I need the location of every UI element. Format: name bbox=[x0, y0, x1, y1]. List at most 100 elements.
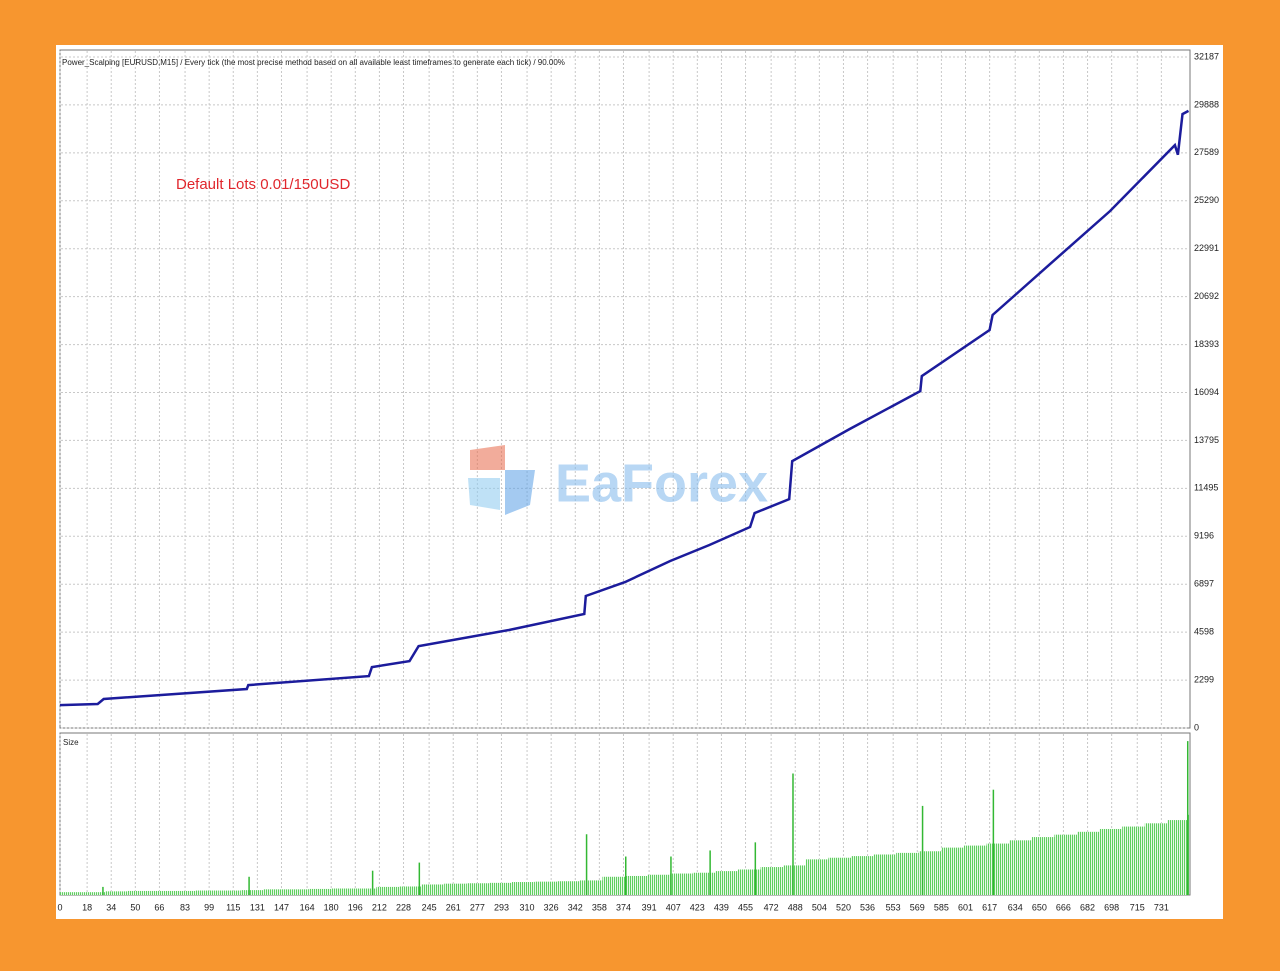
x-tick-label: 666 bbox=[1056, 902, 1071, 912]
size-spike bbox=[709, 850, 711, 895]
y-tick-label: 4598 bbox=[1194, 627, 1214, 637]
x-tick-label: 326 bbox=[544, 902, 559, 912]
x-tick-label: 488 bbox=[788, 902, 803, 912]
x-tick-label: 50 bbox=[130, 902, 140, 912]
x-tick-label: 520 bbox=[836, 902, 851, 912]
size-spike bbox=[371, 870, 374, 895]
size-bar bbox=[783, 865, 806, 895]
chart-title: Power_Scalping [EURUSD,M15] / Every tick… bbox=[62, 58, 565, 67]
y-tick-label: 22991 bbox=[1194, 243, 1219, 253]
x-tick-label: 131 bbox=[250, 902, 265, 912]
size-spike bbox=[1186, 741, 1189, 895]
size-bar bbox=[715, 871, 738, 895]
x-tick-label: 66 bbox=[154, 902, 164, 912]
size-bar bbox=[760, 867, 784, 895]
x-tick-label: 504 bbox=[812, 902, 827, 912]
size-bar bbox=[421, 884, 445, 895]
x-tick-label: 342 bbox=[568, 902, 583, 912]
size-bar bbox=[964, 845, 987, 895]
size-spike bbox=[921, 805, 924, 895]
y-tick-label: 13795 bbox=[1194, 435, 1219, 445]
size-bar bbox=[82, 892, 106, 895]
size-bar bbox=[986, 843, 1010, 895]
size-spike bbox=[992, 789, 995, 895]
logo-part bbox=[470, 445, 505, 470]
x-tick-label: 472 bbox=[764, 902, 779, 912]
size-bar bbox=[1122, 826, 1145, 895]
x-tick-label: 99 bbox=[204, 902, 214, 912]
size-bar bbox=[1031, 837, 1055, 895]
size-bar bbox=[127, 890, 151, 895]
size-bar bbox=[579, 880, 603, 895]
x-tick-label: 715 bbox=[1130, 902, 1145, 912]
x-tick-label: 585 bbox=[934, 902, 949, 912]
size-spike bbox=[418, 862, 421, 895]
x-tick-label: 164 bbox=[300, 902, 315, 912]
x-tick-label: 569 bbox=[910, 902, 925, 912]
x-tick-label: 34 bbox=[106, 902, 116, 912]
watermark-text: EaForex bbox=[555, 453, 768, 513]
size-spike bbox=[754, 842, 757, 895]
y-tick-label: 16094 bbox=[1194, 387, 1219, 397]
size-bar bbox=[60, 892, 83, 895]
size-bar bbox=[1009, 840, 1032, 895]
y-tick-label: 9196 bbox=[1194, 531, 1214, 541]
y-tick-label: 6897 bbox=[1194, 579, 1214, 589]
size-bar bbox=[353, 888, 377, 895]
y-tick-label: 18393 bbox=[1194, 339, 1219, 349]
size-spike bbox=[102, 886, 104, 895]
size-spike bbox=[792, 773, 794, 895]
size-bar bbox=[489, 882, 512, 895]
size-spike bbox=[585, 834, 588, 895]
logo-part bbox=[468, 478, 500, 510]
y-tick-label: 29888 bbox=[1194, 99, 1219, 109]
size-bar bbox=[240, 890, 264, 895]
x-tick-label: 147 bbox=[274, 902, 289, 912]
x-tick-label: 455 bbox=[738, 902, 753, 912]
size-bar bbox=[692, 872, 716, 895]
size-bar bbox=[1167, 820, 1187, 895]
size-bar bbox=[941, 847, 964, 895]
x-tick-label: 391 bbox=[642, 902, 657, 912]
x-tick-label: 617 bbox=[982, 902, 997, 912]
watermark: EaForex bbox=[468, 445, 768, 515]
x-tick-label: 261 bbox=[446, 902, 461, 912]
size-bar bbox=[512, 882, 535, 895]
x-tick-label: 310 bbox=[520, 902, 535, 912]
x-tick-label: 682 bbox=[1080, 902, 1095, 912]
size-bar bbox=[1099, 828, 1123, 895]
size-bar bbox=[805, 859, 829, 895]
size-bar bbox=[557, 881, 580, 895]
x-tick-label: 212 bbox=[372, 902, 387, 912]
size-bar bbox=[625, 875, 648, 895]
size-bar bbox=[873, 854, 897, 895]
size-spike bbox=[248, 876, 250, 895]
x-tick-label: 698 bbox=[1104, 902, 1119, 912]
size-bar bbox=[1144, 823, 1168, 895]
y-tick-label: 27589 bbox=[1194, 147, 1219, 157]
size-bar bbox=[738, 869, 761, 895]
x-tick-label: 650 bbox=[1032, 902, 1047, 912]
x-tick-label: 245 bbox=[422, 902, 437, 912]
x-tick-label: 601 bbox=[958, 902, 973, 912]
size-bar bbox=[647, 874, 671, 895]
x-tick-label: 439 bbox=[714, 902, 729, 912]
x-tick-label: 407 bbox=[666, 902, 681, 912]
size-bar bbox=[444, 883, 467, 895]
size-bar bbox=[195, 890, 219, 895]
x-tick-label: 731 bbox=[1154, 902, 1169, 912]
size-bar bbox=[602, 876, 625, 895]
size-spike bbox=[625, 856, 627, 895]
y-tick-label: 20692 bbox=[1194, 291, 1219, 301]
x-tick-label: 18 bbox=[82, 902, 92, 912]
size-bar bbox=[466, 883, 490, 895]
x-tick-label: 536 bbox=[860, 902, 875, 912]
size-label: Size bbox=[63, 738, 79, 747]
x-tick-label: 277 bbox=[470, 902, 485, 912]
x-tick-label: 228 bbox=[396, 902, 411, 912]
size-bar bbox=[263, 889, 286, 895]
x-tick-label: 358 bbox=[592, 902, 607, 912]
y-tick-label: 0 bbox=[1194, 722, 1199, 732]
